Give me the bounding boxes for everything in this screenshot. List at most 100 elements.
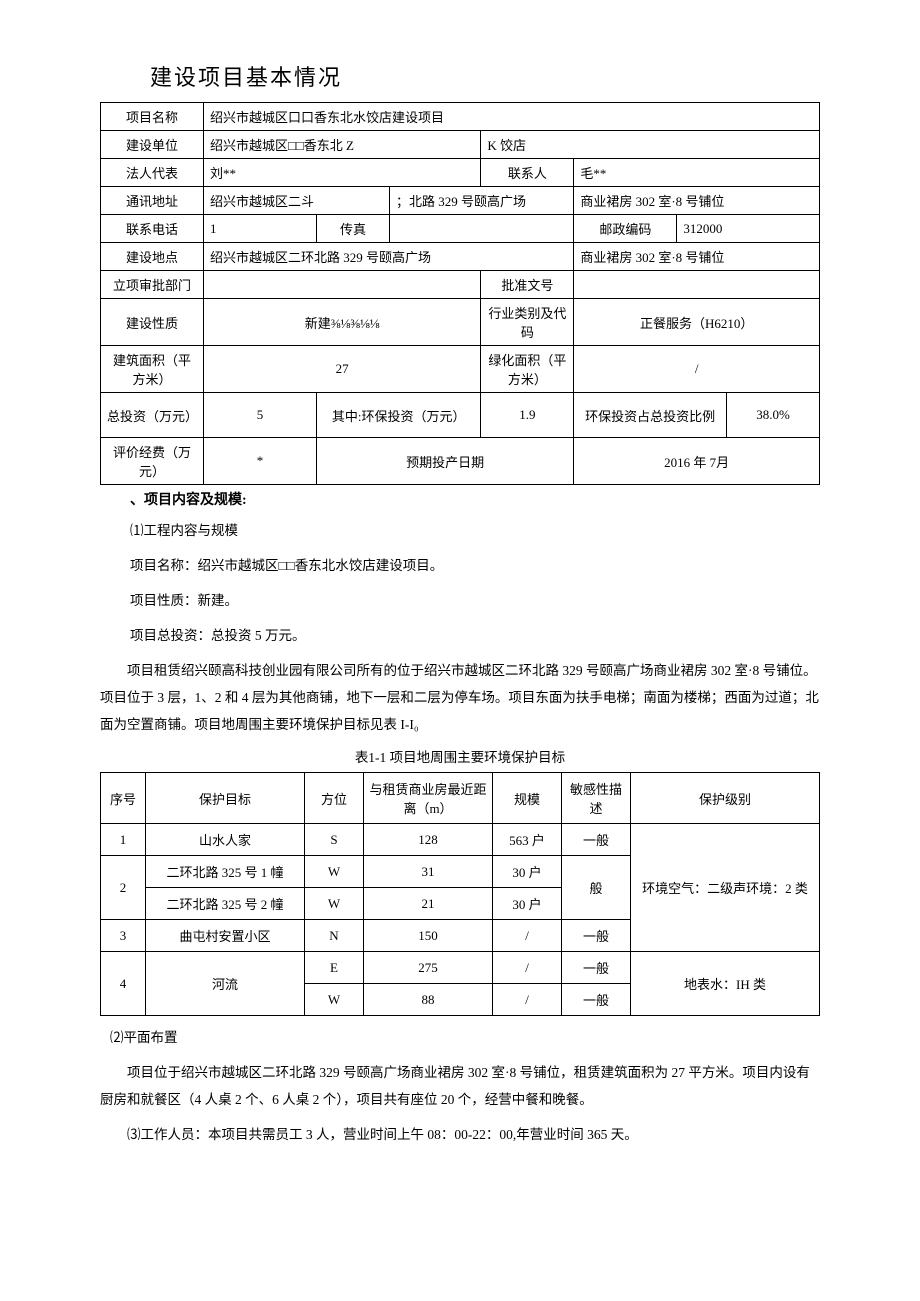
value: K 饺店 [481,131,820,159]
cell: S [305,824,364,856]
cell: 3 [101,920,146,952]
value: 绍兴市越城区口口香东北水饺店建设项目 [204,103,820,131]
cell: 般 [562,856,631,920]
value [390,215,574,243]
cell: 128 [364,824,493,856]
paragraph: 项目性质：新建。 [130,587,820,614]
cell: 二环北路 325 号 1 幢 [146,856,305,888]
value: 商业裙房 302 室·8 号铺位 [574,243,820,271]
value: ；北路 329 号颐高广场 [390,187,574,215]
value: 1 [204,215,317,243]
cell: W [305,856,364,888]
value: 绍兴市越城区二斗 [204,187,390,215]
cell: E [305,952,364,984]
th: 与租赁商业房最近距离（m） [364,773,493,824]
cell: 30 户 [493,856,562,888]
label: 联系人 [481,159,574,187]
cell: 环境空气：二级声环境：2 类 [631,824,820,952]
cell: 4 [101,952,146,1016]
th: 保护级别 [631,773,820,824]
value: 绍兴市越城区二环北路 329 号颐高广场 [204,243,574,271]
cell: / [493,920,562,952]
value: 38.0% [727,393,820,438]
cell: 31 [364,856,493,888]
page-title: 建设项目基本情况 [150,60,820,92]
label: 建筑面积（平方米） [101,346,204,393]
label: 立项审批部门 [101,271,204,299]
cell: 一般 [562,952,631,984]
value: 312000 [677,215,820,243]
label: 评价经费（万元） [101,438,204,485]
value: 绍兴市越城区□□香东北 Z [204,131,481,159]
th: 敏感性描述 [562,773,631,824]
label: 法人代表 [101,159,204,187]
paragraph: ⑵平面布置 [110,1024,820,1051]
value: 正餐服务（H6210） [574,299,820,346]
cell: 563 户 [493,824,562,856]
label: 建设地点 [101,243,204,271]
value: / [574,346,820,393]
paragraph: ⑶工作人员：本项目共需员工 3 人，营业时间上午 08：00-22：00,年营业… [100,1121,820,1148]
label: 环保投资占总投资比例 [574,393,727,438]
value: 商业裙房 302 室·8 号铺位 [574,187,820,215]
cell: 150 [364,920,493,952]
paragraph: 项目位于绍兴市越城区二环北路 329 号颐高广场商业裙房 302 室·8 号铺位… [100,1059,820,1113]
label: 其中:环保投资（万元） [317,393,481,438]
cell: W [305,888,364,920]
th: 方位 [305,773,364,824]
paragraph: ⑴工程内容与规模 [130,517,820,544]
label: 联系电话 [101,215,204,243]
cell: N [305,920,364,952]
cell: 2 [101,856,146,920]
table-row: 4 河流 E 275 / 一般 地表水：IH 类 [101,952,820,984]
cell: 山水人家 [146,824,305,856]
paragraph: 项目租赁绍兴颐高科技创业园有限公司所有的位于绍兴市越城区二环北路 329 号颐高… [100,657,820,738]
table-caption: 表1-1 项目地周围主要环境保护目标 [100,746,820,766]
cell: 二环北路 325 号 2 幢 [146,888,305,920]
label: 建设性质 [101,299,204,346]
cell: 曲屯村安置小区 [146,920,305,952]
label: 项目名称 [101,103,204,131]
value: 5 [204,393,317,438]
label: 传真 [317,215,390,243]
label: 批准文号 [481,271,574,299]
value: 刘** [204,159,481,187]
value [204,271,481,299]
label: 建设单位 [101,131,204,159]
label: 预期投产日期 [317,438,574,485]
label: 总投资（万元） [101,393,204,438]
paragraph: 项目总投资：总投资 5 万元。 [130,622,820,649]
value: 2016 年 7月 [574,438,820,485]
cell: / [493,984,562,1016]
value: 新建⅜⅛⅜⅛⅛ [204,299,481,346]
label: 通讯地址 [101,187,204,215]
th: 保护目标 [146,773,305,824]
cell: / [493,952,562,984]
label: 绿化面积（平方米） [481,346,574,393]
cell: 88 [364,984,493,1016]
cell: 地表水：IH 类 [631,952,820,1016]
cell: 21 [364,888,493,920]
cell: 一般 [562,824,631,856]
cell: 一般 [562,984,631,1016]
th: 规模 [493,773,562,824]
value: 1.9 [481,393,574,438]
cell: 30 户 [493,888,562,920]
env-protection-table: 序号 保护目标 方位 与租赁商业房最近距离（m） 规模 敏感性描述 保护级别 1… [100,772,820,1016]
section-heading: 、项目内容及规模: [130,489,820,509]
value: 27 [204,346,481,393]
table-row: 1 山水人家 S 128 563 户 一般 环境空气：二级声环境：2 类 [101,824,820,856]
th: 序号 [101,773,146,824]
cell: 一般 [562,920,631,952]
cell: 1 [101,824,146,856]
paragraph: 项目名称：绍兴市越城区□□香东北水饺店建设项目。 [130,552,820,579]
value: * [204,438,317,485]
cell: W [305,984,364,1016]
label: 邮政编码 [574,215,677,243]
cell: 河流 [146,952,305,1016]
label: 行业类别及代码 [481,299,574,346]
value: 毛** [574,159,820,187]
cell: 275 [364,952,493,984]
info-table: 项目名称 绍兴市越城区口口香东北水饺店建设项目 建设单位 绍兴市越城区□□香东北… [100,102,820,485]
value [574,271,820,299]
